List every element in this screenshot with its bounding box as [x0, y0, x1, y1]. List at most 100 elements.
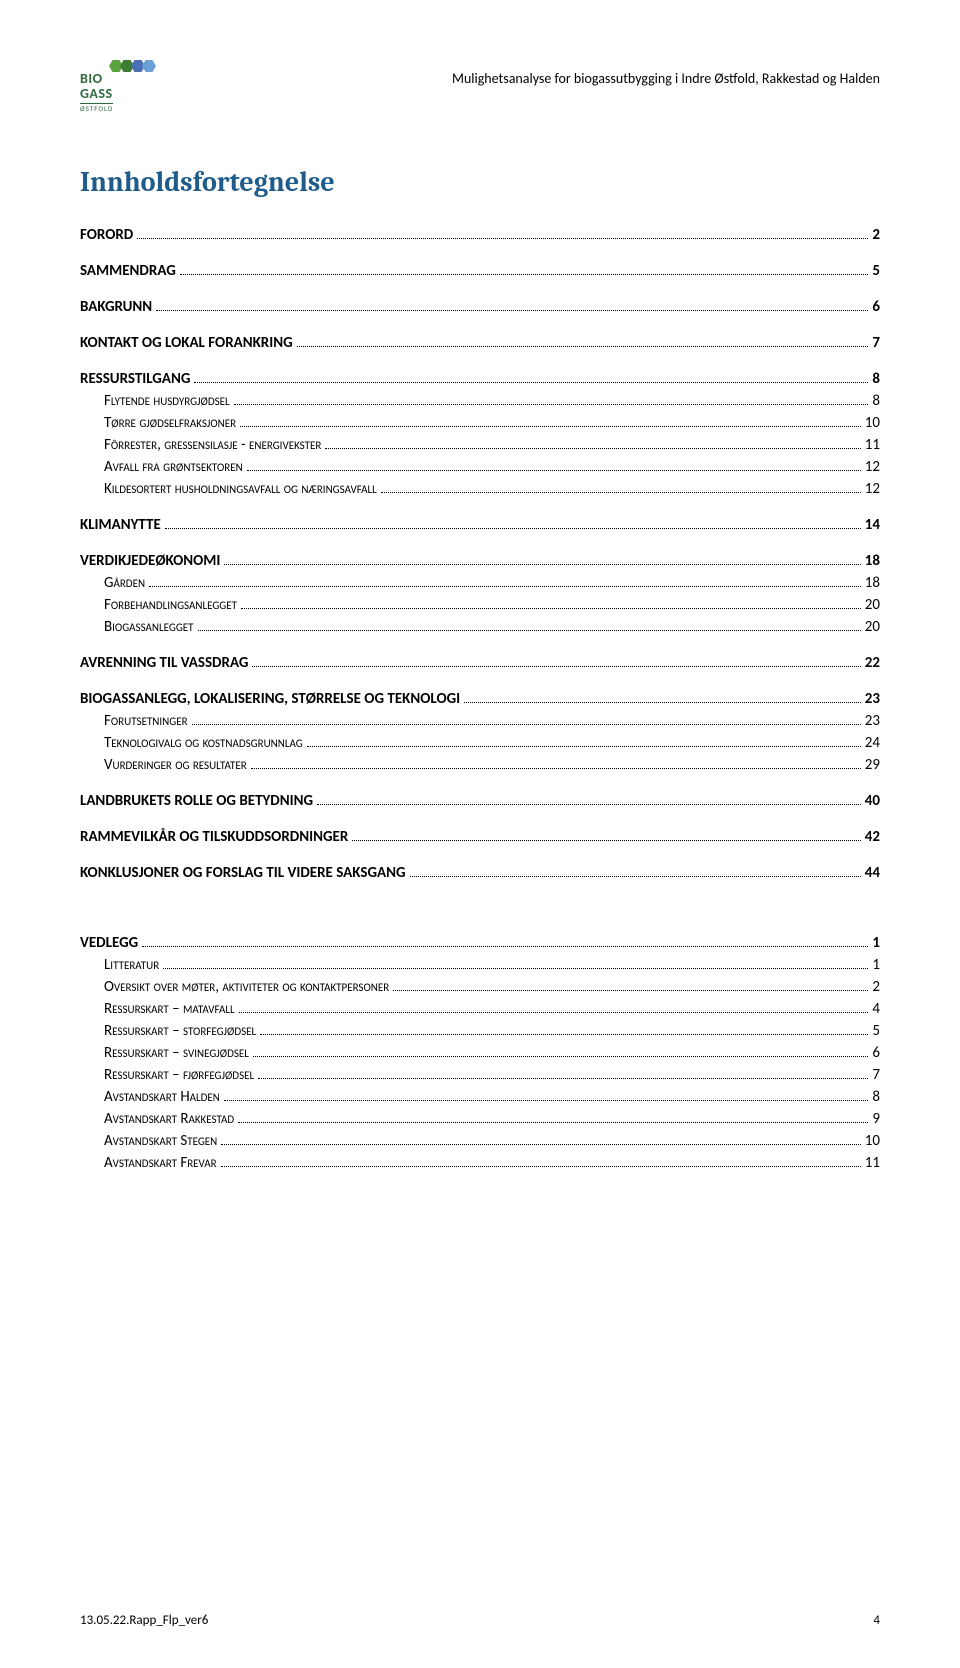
toc-entry[interactable]: Ressurskart – svinegjødsel6 [104, 1044, 880, 1062]
toc-entry[interactable]: FORORD 2 [80, 226, 880, 244]
toc-entry[interactable]: KONTAKT OG LOKAL FORANKRING7 [80, 334, 880, 352]
toc-leader-dots [198, 630, 861, 631]
toc-leader-dots [251, 768, 861, 769]
toc-leader-dots [253, 1056, 868, 1057]
toc-leader-dots [165, 528, 861, 529]
toc-entry-page: 8 [872, 1088, 880, 1106]
toc-entry-page: 12 [865, 458, 880, 476]
table-of-contents: FORORD 2 SAMMENDRAG5 BAKGRUNN6 KONTAKT OG LO… [80, 226, 880, 1172]
toc-leader-dots [137, 238, 868, 239]
toc-entry[interactable]: KLIMANYTTE14 [80, 516, 880, 534]
toc-leader-dots [241, 608, 861, 609]
toc-entry-label: Avfall fra grøntsektoren [104, 458, 243, 476]
toc-leader-dots [352, 840, 860, 841]
toc-entry[interactable]: KONKLUSJONER OG FORSLAG TIL VIDERE SAKSG… [80, 864, 880, 882]
toc-entry[interactable]: BIOGASSANLEGG, LOKALISERING, STØRRELSE O… [80, 690, 880, 708]
toc-entry[interactable]: Gården18 [104, 574, 880, 592]
toc-leader-dots [224, 1100, 868, 1101]
toc-entry[interactable]: Avstandskart Rakkestad9 [104, 1110, 880, 1128]
toc-entry[interactable]: Avstandskart Frevar11 [104, 1154, 880, 1172]
toc-entry[interactable]: Fôrrester, gressensilasje - energivekste… [104, 436, 880, 454]
toc-leader-dots [260, 1034, 868, 1035]
toc-entry[interactable]: RESSURSTILGANG 8 [80, 370, 880, 388]
toc-entry-label: Fôrrester, gressensilasje - energivekste… [104, 436, 321, 454]
toc-leader-dots [142, 946, 868, 947]
toc-entry-label: Ressurskart – svinegjødsel [104, 1044, 249, 1062]
toc-leader-dots [410, 876, 861, 877]
toc-entry-label: FORORD [80, 226, 133, 244]
toc-entry-page: 2 [872, 226, 880, 244]
toc-leader-dots [239, 1012, 869, 1013]
toc-entry-label: Avstandskart Frevar [104, 1154, 217, 1172]
toc-entry-label: Forutsetninger [104, 712, 188, 730]
toc-entry-label: Kildesortert husholdningsavfall og nærin… [104, 480, 377, 498]
toc-entry[interactable]: Oversikt over møter, aktiviteter og kont… [104, 978, 880, 996]
toc-entry-label: Ressurskart – fjørfegjødsel [104, 1066, 254, 1084]
toc-entry[interactable]: Forutsetninger23 [104, 712, 880, 730]
toc-entry-page: 10 [865, 414, 880, 432]
toc-leader-dots [221, 1166, 861, 1167]
toc-leader-dots [156, 310, 868, 311]
toc-entry-label: Teknologivalg og kostnadsgrunnlag [104, 734, 303, 752]
document-subtitle: Mulighetsanalyse for biogassutbygging i … [452, 60, 880, 87]
toc-entry-label: Oversikt over møter, aktiviteter og kont… [104, 978, 389, 996]
toc-entry-page: 5 [872, 1022, 880, 1040]
toc-entry[interactable]: Vurderinger og resultater29 [104, 756, 880, 774]
logo-hexes [112, 60, 156, 72]
toc-entry[interactable]: Teknologivalg og kostnadsgrunnlag 24 [104, 734, 880, 752]
toc-entry-label: Ressurskart – matavfall [104, 1000, 235, 1018]
toc-entry-page: 40 [865, 792, 880, 810]
toc-entry[interactable]: Avstandskart Stegen10 [104, 1132, 880, 1150]
toc-entry[interactable]: RAMMEVILKÅR OG TILSKUDDSORDNINGER 42 [80, 828, 880, 846]
toc-entry-label: VERDIKJEDEØKONOMI [80, 552, 220, 570]
toc-entry[interactable]: LANDBRUKETS ROLLE OG BETYDNING 40 [80, 792, 880, 810]
toc-entry[interactable]: Forbehandlingsanlegget20 [104, 596, 880, 614]
toc-entry[interactable]: Avfall fra grøntsektoren 12 [104, 458, 880, 476]
toc-leader-dots [381, 492, 861, 493]
toc-leader-dots [252, 666, 860, 667]
toc-entry-page: 44 [865, 864, 880, 882]
toc-entry[interactable]: VEDLEGG1 [80, 934, 880, 952]
toc-entry-label: BIOGASSANLEGG, LOKALISERING, STØRRELSE O… [80, 690, 460, 708]
toc-entry[interactable]: SAMMENDRAG5 [80, 262, 880, 280]
toc-entry-page: 18 [865, 552, 880, 570]
toc-leader-dots [224, 564, 860, 565]
toc-entry-label: Flytende husdyrgjødsel [104, 392, 230, 410]
toc-entry[interactable]: Kildesortert husholdningsavfall og nærin… [104, 480, 880, 498]
toc-entry[interactable]: Flytende husdyrgjødsel8 [104, 392, 880, 410]
toc-entry-page: 22 [865, 654, 880, 672]
toc-entry[interactable]: AVRENNING TIL VASSDRAG22 [80, 654, 880, 672]
toc-entry[interactable]: Avstandskart Halden 8 [104, 1088, 880, 1106]
toc-entry[interactable]: Ressurskart – fjørfegjødsel 7 [104, 1066, 880, 1084]
toc-entry-page: 4 [872, 1000, 880, 1018]
toc-entry[interactable]: Ressurskart – storfegjødsel5 [104, 1022, 880, 1040]
toc-entry-label: Litteratur [104, 956, 159, 974]
toc-entry-page: 18 [865, 574, 880, 592]
toc-entry-page: 1 [872, 934, 880, 952]
toc-entry[interactable]: VERDIKJEDEØKONOMI 18 [80, 552, 880, 570]
toc-leader-dots [317, 804, 861, 805]
toc-entry-label: RAMMEVILKÅR OG TILSKUDDSORDNINGER [80, 828, 348, 846]
toc-entry-label: Forbehandlingsanlegget [104, 596, 237, 614]
toc-entry[interactable]: BAKGRUNN6 [80, 298, 880, 316]
toc-entry-page: 42 [865, 828, 880, 846]
toc-entry[interactable]: Biogassanlegget20 [104, 618, 880, 636]
toc-leader-dots [238, 1122, 868, 1123]
toc-leader-dots [194, 382, 868, 383]
toc-entry[interactable]: Ressurskart – matavfall 4 [104, 1000, 880, 1018]
toc-entry-page: 10 [865, 1132, 880, 1150]
toc-entry[interactable]: Tørre gjødselfraksjoner 10 [104, 414, 880, 432]
toc-entry-page: 1 [872, 956, 880, 974]
toc-entry-label: LANDBRUKETS ROLLE OG BETYDNING [80, 792, 313, 810]
toc-entry-label: Avstandskart Halden [104, 1088, 220, 1106]
toc-entry-page: 24 [865, 734, 880, 752]
toc-entry-page: 29 [865, 756, 880, 774]
footer-left: 13.05.22.Rapp_Flp_ver6 [80, 1613, 208, 1628]
toc-entry-label: Biogassanlegget [104, 618, 194, 636]
toc-entry-page: 5 [872, 262, 880, 280]
toc-entry-page: 7 [872, 1066, 880, 1084]
toc-entry-label: RESSURSTILGANG [80, 370, 190, 388]
toc-entry[interactable]: Litteratur 1 [104, 956, 880, 974]
toc-entry-label: Tørre gjødselfraksjoner [104, 414, 236, 432]
toc-entry-page: 8 [872, 370, 880, 388]
